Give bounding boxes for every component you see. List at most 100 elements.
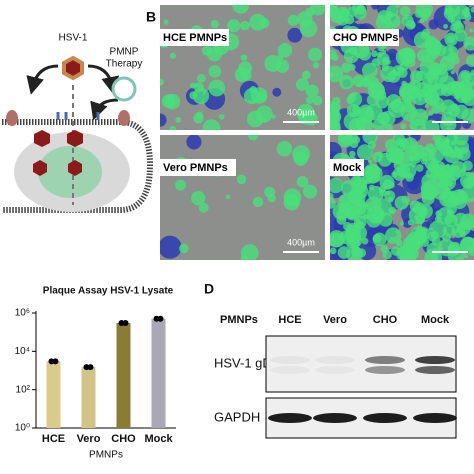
green-stain xyxy=(348,190,363,205)
green-stain xyxy=(341,62,352,73)
green-stain xyxy=(406,247,419,260)
green-stain xyxy=(399,5,411,17)
green-stain xyxy=(440,116,457,130)
green-stain xyxy=(435,210,443,218)
green-stain xyxy=(195,111,203,119)
green-stain xyxy=(330,116,341,130)
green-stain xyxy=(308,47,322,62)
bar xyxy=(81,367,96,428)
green-stain xyxy=(400,104,418,121)
green-stain xyxy=(390,246,401,256)
green-stain xyxy=(301,70,311,80)
blue-stain xyxy=(160,113,167,127)
green-stain xyxy=(431,254,439,260)
green-stain xyxy=(348,117,365,130)
blue-stain xyxy=(272,87,282,97)
green-stain xyxy=(355,5,367,16)
band xyxy=(415,366,455,374)
green-stain xyxy=(445,144,450,150)
green-stain xyxy=(421,158,428,165)
green-stain xyxy=(255,105,273,123)
x-axis-label: PMNPs xyxy=(89,450,123,461)
x-tick-label: Vero xyxy=(77,433,101,445)
green-stain xyxy=(400,123,407,130)
green-stain xyxy=(368,159,373,164)
green-stain xyxy=(312,61,320,69)
green-stain xyxy=(463,253,469,259)
green-stain xyxy=(392,167,407,181)
band xyxy=(315,366,355,374)
green-stain xyxy=(377,111,390,125)
green-stain xyxy=(292,145,310,163)
green-stain xyxy=(444,32,458,47)
green-stain xyxy=(388,147,405,164)
green-stain xyxy=(227,19,241,33)
band xyxy=(315,356,355,364)
green-stain xyxy=(349,150,356,158)
green-stain xyxy=(330,197,336,209)
green-stain xyxy=(232,5,250,14)
lane-label: HCE xyxy=(278,314,301,326)
green-stain xyxy=(299,19,318,38)
green-stain xyxy=(267,193,276,203)
green-stain xyxy=(403,84,420,101)
green-stain xyxy=(364,165,374,176)
band xyxy=(270,356,310,364)
green-stain xyxy=(385,124,393,130)
green-stain xyxy=(432,135,441,142)
green-stain xyxy=(240,69,252,81)
green-stain xyxy=(409,200,422,212)
green-stain xyxy=(275,65,281,70)
lane-label: Vero xyxy=(323,314,347,326)
green-stain xyxy=(392,65,404,77)
green-stain xyxy=(357,82,363,88)
western-blot: PMNPs HCE Vero CHO Mock HSV-1 gD GAPDH xyxy=(214,314,457,439)
micrograph: Mock xyxy=(330,135,474,260)
green-stain xyxy=(384,227,402,244)
green-stain xyxy=(395,229,400,234)
micrograph-label: HCE PMNPs xyxy=(163,32,227,44)
green-stain xyxy=(403,59,409,65)
micrograph-label: Mock xyxy=(333,162,362,174)
green-stain xyxy=(277,43,293,58)
green-stain xyxy=(240,255,249,260)
green-stain xyxy=(164,93,181,110)
green-stain xyxy=(401,195,410,204)
green-stain xyxy=(276,140,293,157)
green-stain xyxy=(341,7,348,14)
green-stain xyxy=(362,135,378,145)
green-stain xyxy=(449,193,456,199)
green-stain xyxy=(206,46,223,62)
therapy-label: Therapy xyxy=(106,59,143,70)
green-stain xyxy=(413,31,432,49)
green-stain xyxy=(465,73,474,86)
lane-label: Mock xyxy=(421,314,450,326)
green-stain xyxy=(175,179,187,191)
bar-chart: Plaque Assay HSV-1 Lysate 10⁰ 10² 10⁴ 10⁶ HCE… xyxy=(15,286,176,461)
green-stain xyxy=(287,14,299,26)
green-stain xyxy=(368,184,375,191)
therapy-label: PMNP xyxy=(110,47,139,58)
scale-bar-label: 400µm xyxy=(287,237,315,247)
green-stain xyxy=(356,144,373,161)
green-stain xyxy=(460,171,474,189)
green-stain xyxy=(443,191,449,198)
green-stain xyxy=(376,151,383,158)
green-stain xyxy=(350,246,362,257)
green-stain xyxy=(345,206,360,221)
green-stain xyxy=(445,164,451,169)
green-stain xyxy=(415,164,424,172)
green-stain xyxy=(312,95,323,106)
y-tick-label: 10⁰ xyxy=(15,423,30,434)
green-stain xyxy=(330,72,335,78)
green-stain xyxy=(169,125,177,130)
green-stain xyxy=(339,74,354,90)
micrograph-label: Vero PMNPs xyxy=(163,162,228,174)
green-stain xyxy=(236,174,247,185)
green-stain xyxy=(367,81,385,99)
cells xyxy=(330,135,474,260)
green-stain xyxy=(399,221,404,226)
green-stain xyxy=(303,184,318,199)
green-stain xyxy=(446,81,461,96)
